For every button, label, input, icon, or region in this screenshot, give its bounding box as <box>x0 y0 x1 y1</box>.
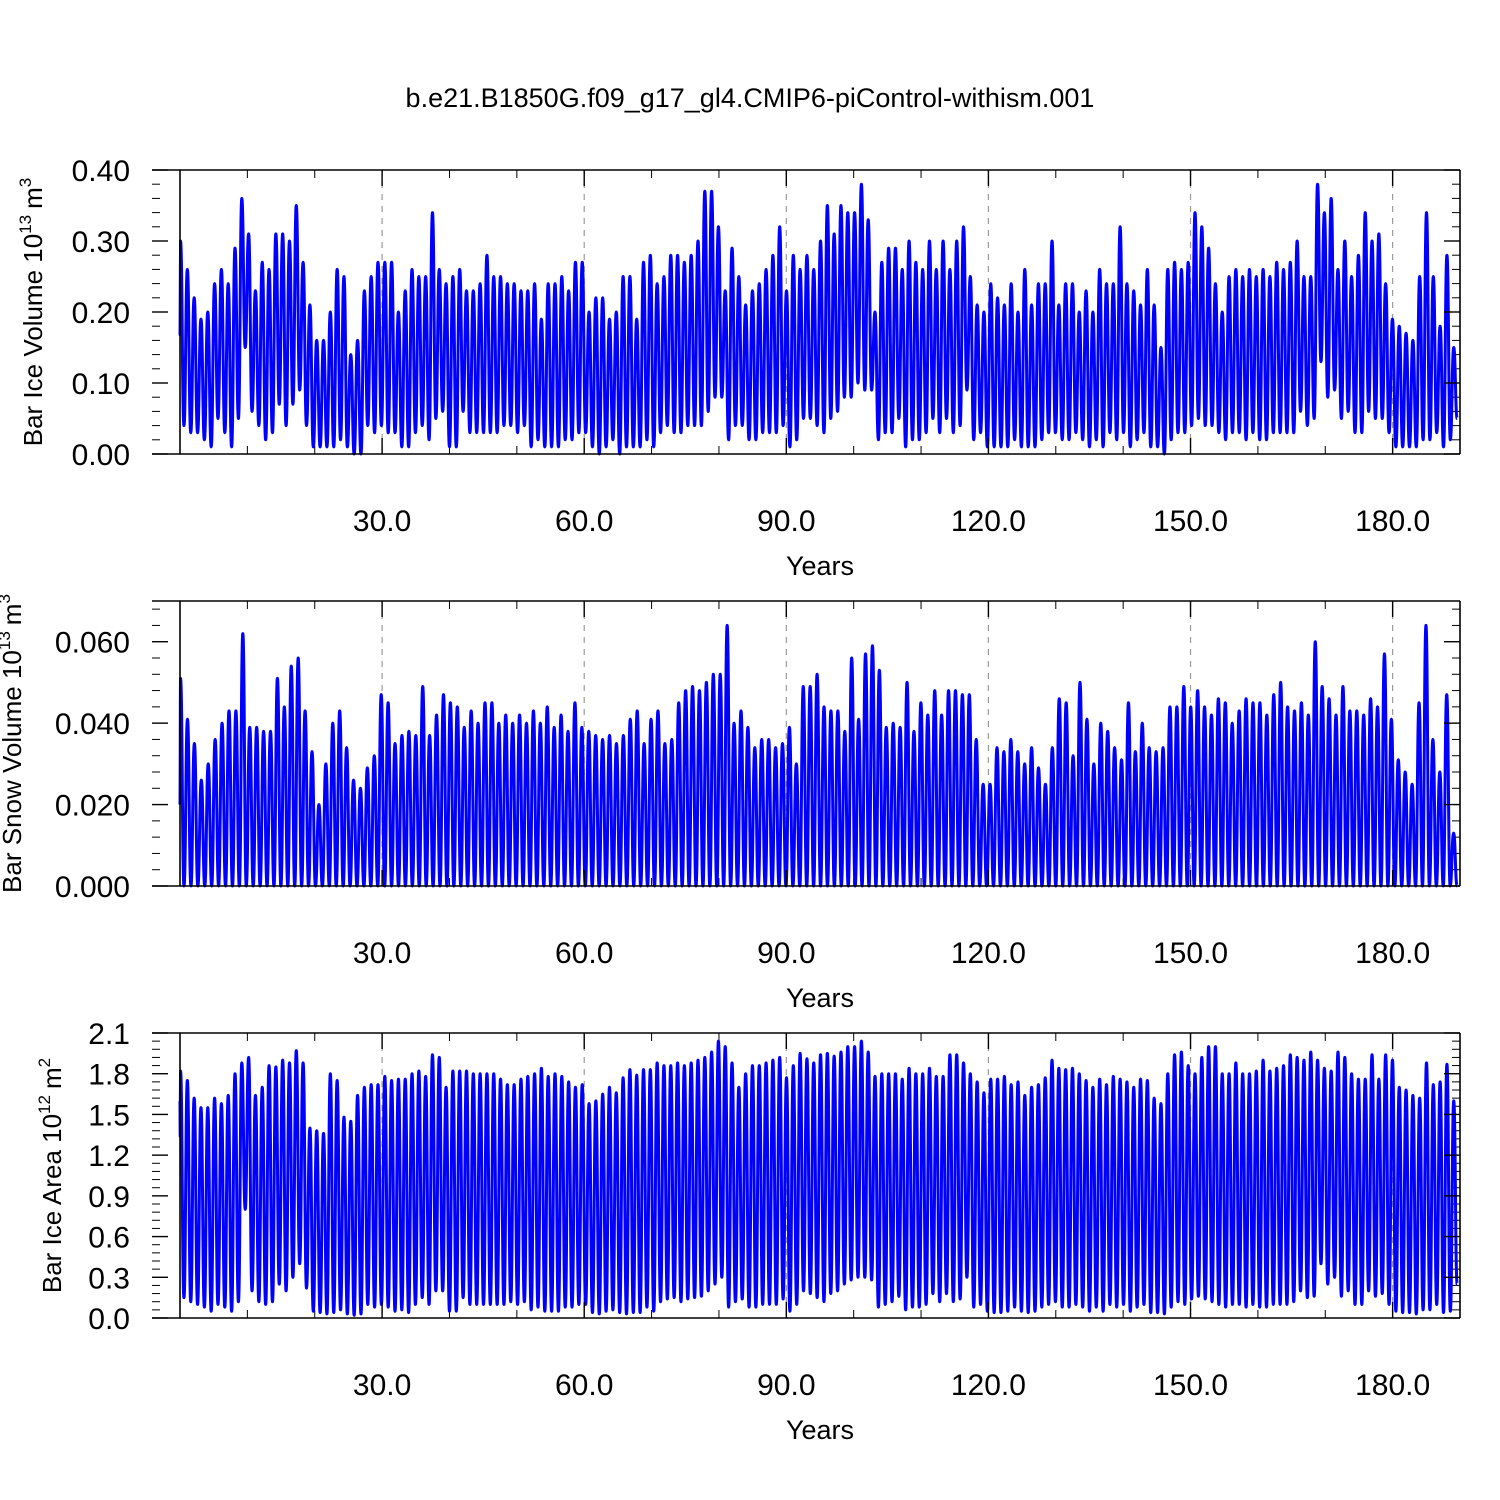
y-axis-label-unit: m <box>0 604 27 626</box>
panel-1: 30.0 60.0 90.0 120.0 150.0 180.0 0.00 0.10 0.20 0… <box>16 155 1461 581</box>
x-axis-label: Years <box>786 1415 854 1445</box>
y-tick-label: 2.1 <box>88 1018 130 1051</box>
x-tick-label: 60.0 <box>555 937 613 970</box>
y-axis-label-unit: m <box>37 1067 67 1089</box>
y-axis-label-text: Bar Ice Area 10 <box>37 1114 67 1293</box>
x-tick-label: 90.0 <box>757 937 815 970</box>
x-tick-label: 120.0 <box>951 505 1026 538</box>
panels: 30.0 60.0 90.0 120.0 150.0 180.00.000.100.200… <box>0 155 1461 1445</box>
x-tick-label: 150.0 <box>1153 1369 1228 1402</box>
x-tick-label: 120.0 <box>951 937 1026 970</box>
y-tick-label: 0.020 <box>55 790 130 823</box>
y-tick-label: 0.40 <box>72 155 130 188</box>
y-axis-label-unit-sup: 3 <box>0 594 14 603</box>
x-tick-label: 180.0 <box>1355 505 1430 538</box>
panel-3: 30.0 60.0 90.0 120.0 150.0 180.0 0.0 0.3 0.6 0.9 1… <box>35 1018 1461 1445</box>
y-tick-label: 0.060 <box>55 627 130 660</box>
y-axis-label-text: Bar Ice Volume 10 <box>18 234 48 446</box>
y-tick-label: 0.6 <box>88 1222 130 1255</box>
y-tick-label: 0.3 <box>88 1262 130 1295</box>
x-tick-label: 150.0 <box>1153 937 1228 970</box>
x-tick-label: 60.0 <box>555 1369 613 1402</box>
series-line <box>178 182 1459 456</box>
x-tick-label: 90.0 <box>757 1369 815 1402</box>
series-line <box>178 1039 1459 1317</box>
x-tick-label: 150.0 <box>1153 505 1228 538</box>
x-tick-label: 30.0 <box>353 505 411 538</box>
y-tick-label: 0.9 <box>88 1181 130 1214</box>
series-line <box>178 623 1459 888</box>
y-tick-label: 0.30 <box>72 226 130 259</box>
y-axis-label: Bar Ice Volume 1013 m3 <box>16 178 48 447</box>
y-axis-label-unit-sup: 2 <box>35 1058 54 1067</box>
figure-title: b.e21.B1850G.f09_g17_gl4.CMIP6-piControl… <box>406 83 1095 113</box>
y-tick-label: 0.040 <box>55 708 130 741</box>
x-tick-label: 30.0 <box>353 937 411 970</box>
y-tick-label: 0.10 <box>72 368 130 401</box>
x-tick-label: 180.0 <box>1355 937 1430 970</box>
x-tick-label: 30.0 <box>353 1369 411 1402</box>
x-axis-label: Years <box>786 551 854 581</box>
x-tick-label: 120.0 <box>951 1369 1026 1402</box>
x-tick-label: 60.0 <box>555 505 613 538</box>
y-tick-label: 1.5 <box>88 1099 130 1132</box>
y-axis-label-sup: 12 <box>35 1095 54 1114</box>
y-axis-label: Bar Snow Volume 1013 m3 <box>0 594 27 893</box>
y-tick-label: 0.00 <box>72 439 130 472</box>
y-axis-label-sup: 13 <box>0 631 14 650</box>
y-axis-label-text: Bar Snow Volume 10 <box>0 650 27 893</box>
x-axis-label: Years <box>786 983 854 1013</box>
y-tick-label: 0.0 <box>88 1303 130 1336</box>
y-axis-label-sup: 13 <box>16 215 35 234</box>
y-axis-label-unit: m <box>18 187 48 209</box>
y-axis-label: Bar Ice Area 1012 m2 <box>35 1058 67 1293</box>
panel-2: 30.0 60.0 90.0 120.0 150.0 180.0 0.000 0.020 0.0… <box>0 594 1461 1013</box>
y-tick-label: 0.20 <box>72 297 130 330</box>
x-tick-label: 180.0 <box>1355 1369 1430 1402</box>
y-tick-label: 1.8 <box>88 1059 130 1092</box>
y-tick-label: 0.000 <box>55 871 130 904</box>
x-tick-label: 90.0 <box>757 505 815 538</box>
y-tick-label: 1.2 <box>88 1140 130 1173</box>
y-axis-label-unit-sup: 3 <box>16 178 35 187</box>
